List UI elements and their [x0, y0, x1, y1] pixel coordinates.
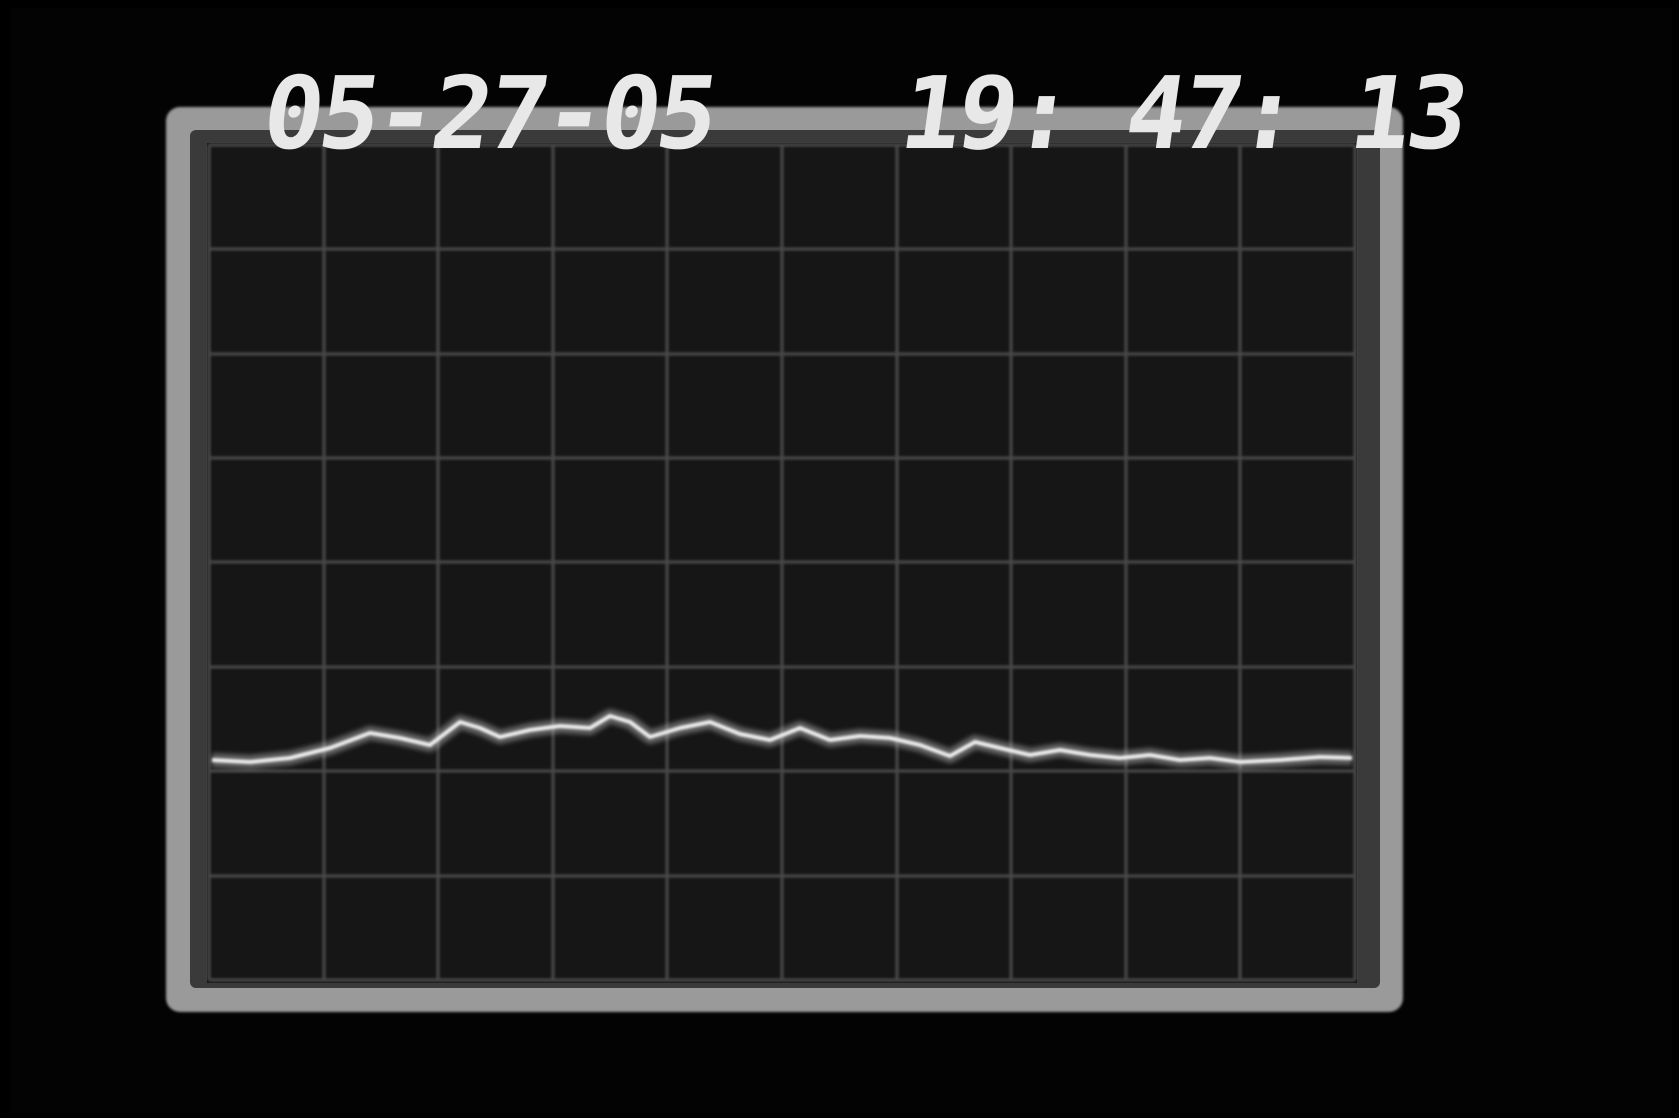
page: {"overlay": {"date": "05-27-05", "time":… — [0, 0, 1679, 1118]
time-overlay: 19: 47: 13 — [894, 55, 1472, 171]
date-overlay: 05-27-05 — [256, 55, 722, 171]
oscilloscope-photo: 05-27-05 19: 47: 13 — [0, 0, 1679, 1118]
